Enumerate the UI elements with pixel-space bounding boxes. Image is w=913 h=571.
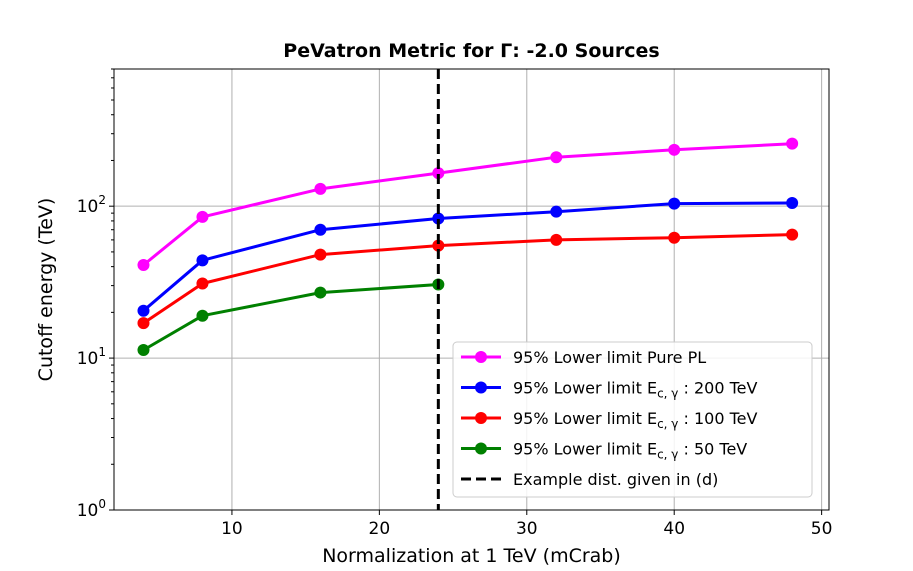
plot-frame	[113, 68, 830, 511]
data-point-ec-100	[786, 228, 799, 241]
data-point-ec-50	[196, 309, 209, 322]
data-point-pure-pl	[432, 167, 445, 180]
data-point-pure-pl	[137, 259, 150, 272]
x-axis-label: Normalization at 1 TeV (mCrab)	[322, 545, 621, 567]
legend-item: 95% Lower limit Ec, γ : 100 TeV	[461, 409, 757, 431]
legend-swatch-marker	[475, 412, 487, 424]
data-point-pure-pl	[550, 151, 563, 164]
legend-swatch-marker	[475, 351, 487, 363]
series-ec-50	[137, 278, 445, 357]
legend-label: 95% Lower limit Pure PL	[513, 348, 706, 367]
data-point-ec-100	[314, 248, 327, 261]
series-ec-100	[137, 228, 799, 330]
data-point-ec-100	[432, 239, 445, 252]
y-tick-label: 101	[77, 345, 106, 369]
series-ec-200	[137, 196, 799, 317]
legend-label: Example dist. given in (d)	[513, 470, 718, 489]
data-point-pure-pl	[196, 210, 209, 223]
legend-swatch-marker	[475, 381, 487, 394]
data-point-ec-200	[550, 205, 563, 218]
legend-label: 95% Lower limit Ec, γ : 100 TeV	[513, 409, 757, 431]
legend: 95% Lower limit Pure PL 95% Lower limit E…	[452, 341, 813, 498]
series-line-ec-50	[142, 283, 439, 352]
chart-title: PeVatron Metric for Γ: -2.0 Sources	[283, 40, 659, 62]
legend-label: 95% Lower limit Ec, γ : 50 TeV	[513, 440, 747, 462]
data-point-ec-200	[786, 196, 799, 209]
x-tick-label: 50	[811, 519, 833, 539]
series-line-ec-200	[142, 201, 793, 312]
legend-item: Example dist. given in (d)	[461, 470, 718, 489]
data-point-pure-pl	[668, 143, 681, 156]
legend-item: 95% Lower limit Pure PL	[461, 348, 706, 367]
x-tick-label: 20	[369, 519, 391, 539]
x-tick-label: 30	[516, 519, 538, 539]
data-point-ec-200	[137, 304, 150, 317]
data-point-pure-pl	[786, 137, 799, 150]
data-point-ec-200	[668, 197, 681, 210]
legend-box	[452, 341, 813, 498]
data-point-ec-200	[196, 254, 209, 267]
y-tick-label: 100	[77, 497, 106, 521]
data-point-ec-100	[550, 233, 563, 246]
y-axis-label: Cutoff energy (TeV)	[35, 198, 57, 382]
legend-swatch-marker	[475, 442, 487, 455]
legend-item: 95% Lower limit Ec, γ : 200 TeV	[461, 379, 757, 401]
x-tick-label: 40	[663, 519, 685, 539]
data-point-ec-100	[668, 231, 681, 244]
data-point-ec-200	[432, 212, 445, 225]
y-tick-label: 102	[77, 193, 106, 217]
data-point-ec-200	[314, 223, 327, 236]
series-pure-pl	[137, 137, 799, 272]
data-point-ec-50	[314, 286, 327, 299]
x-axis-ticks: 10 20 30 40 50	[221, 510, 832, 539]
data-point-pure-pl	[314, 182, 327, 195]
data-point-ec-100	[196, 277, 209, 290]
x-tick-label: 10	[221, 519, 243, 539]
series-line-ec-100	[142, 233, 793, 325]
data-point-ec-50	[137, 344, 150, 357]
y-axis-ticks: 100 101 102	[77, 193, 114, 521]
series-layer	[137, 137, 799, 357]
legend-item: 95% Lower limit Ec, γ : 50 TeV	[461, 440, 747, 462]
data-point-ec-100	[137, 317, 150, 330]
legend-label: 95% Lower limit Ec, γ : 200 TeV	[513, 379, 757, 401]
